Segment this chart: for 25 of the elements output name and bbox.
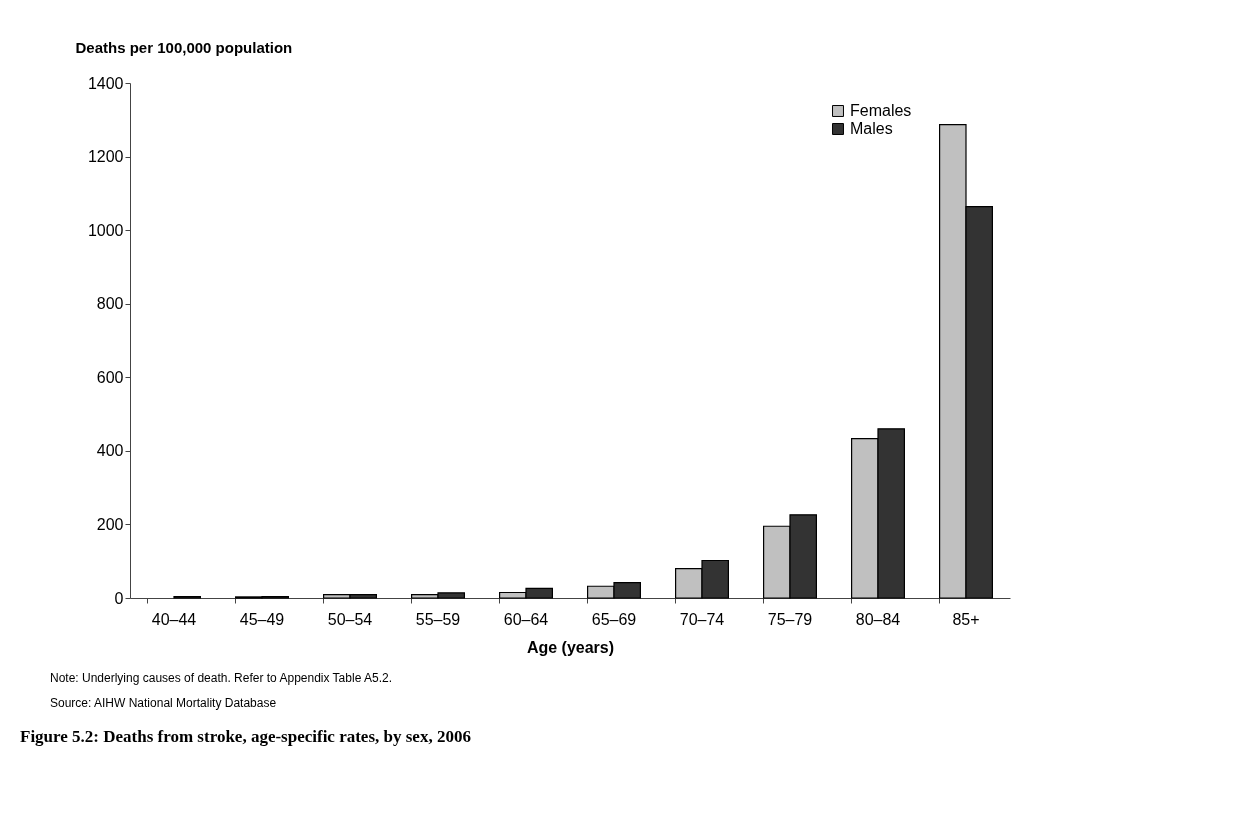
x-tick-label: 40–44 (151, 610, 197, 628)
y-axis-title: Deaths per 100,000 population (75, 38, 293, 56)
legend-label: Females (850, 102, 912, 119)
x-tick-label: 60–64 (503, 610, 549, 628)
x-tick-label: 85+ (952, 610, 980, 628)
y-tick-label: 400 (96, 442, 124, 460)
x-tick-label: 75–79 (767, 610, 813, 628)
x-tick-label: 65–69 (591, 610, 637, 628)
x-tick-label: 80–84 (855, 610, 901, 628)
x-tick-label: 70–74 (679, 610, 725, 628)
y-tick-label: 600 (96, 368, 124, 386)
y-tick-label: 800 (96, 295, 124, 313)
legend-label: Males (850, 120, 893, 137)
y-tick-label: 200 (96, 515, 124, 533)
y-tick-label: 1000 (87, 221, 124, 239)
text: Figure 5.2: Deaths from stroke, age-specific rates, by sex, 2006 (20, 727, 471, 746)
text: Note: Underlying causes of death. Refer to Appendix Table A5.2. (50, 670, 392, 685)
x-tick-label: 50–54 (327, 610, 373, 628)
y-tick-label: 1400 (87, 74, 124, 92)
source-note: Source: AIHW National Mortality Database (50, 695, 277, 710)
x-tick-label: 45–49 (239, 610, 285, 628)
x-axis-title: Age (years) (526, 638, 615, 656)
y-tick-label: 1200 (87, 148, 124, 166)
y-tick-label: 0 (114, 589, 124, 607)
x-tick-label: 55–59 (415, 610, 461, 628)
